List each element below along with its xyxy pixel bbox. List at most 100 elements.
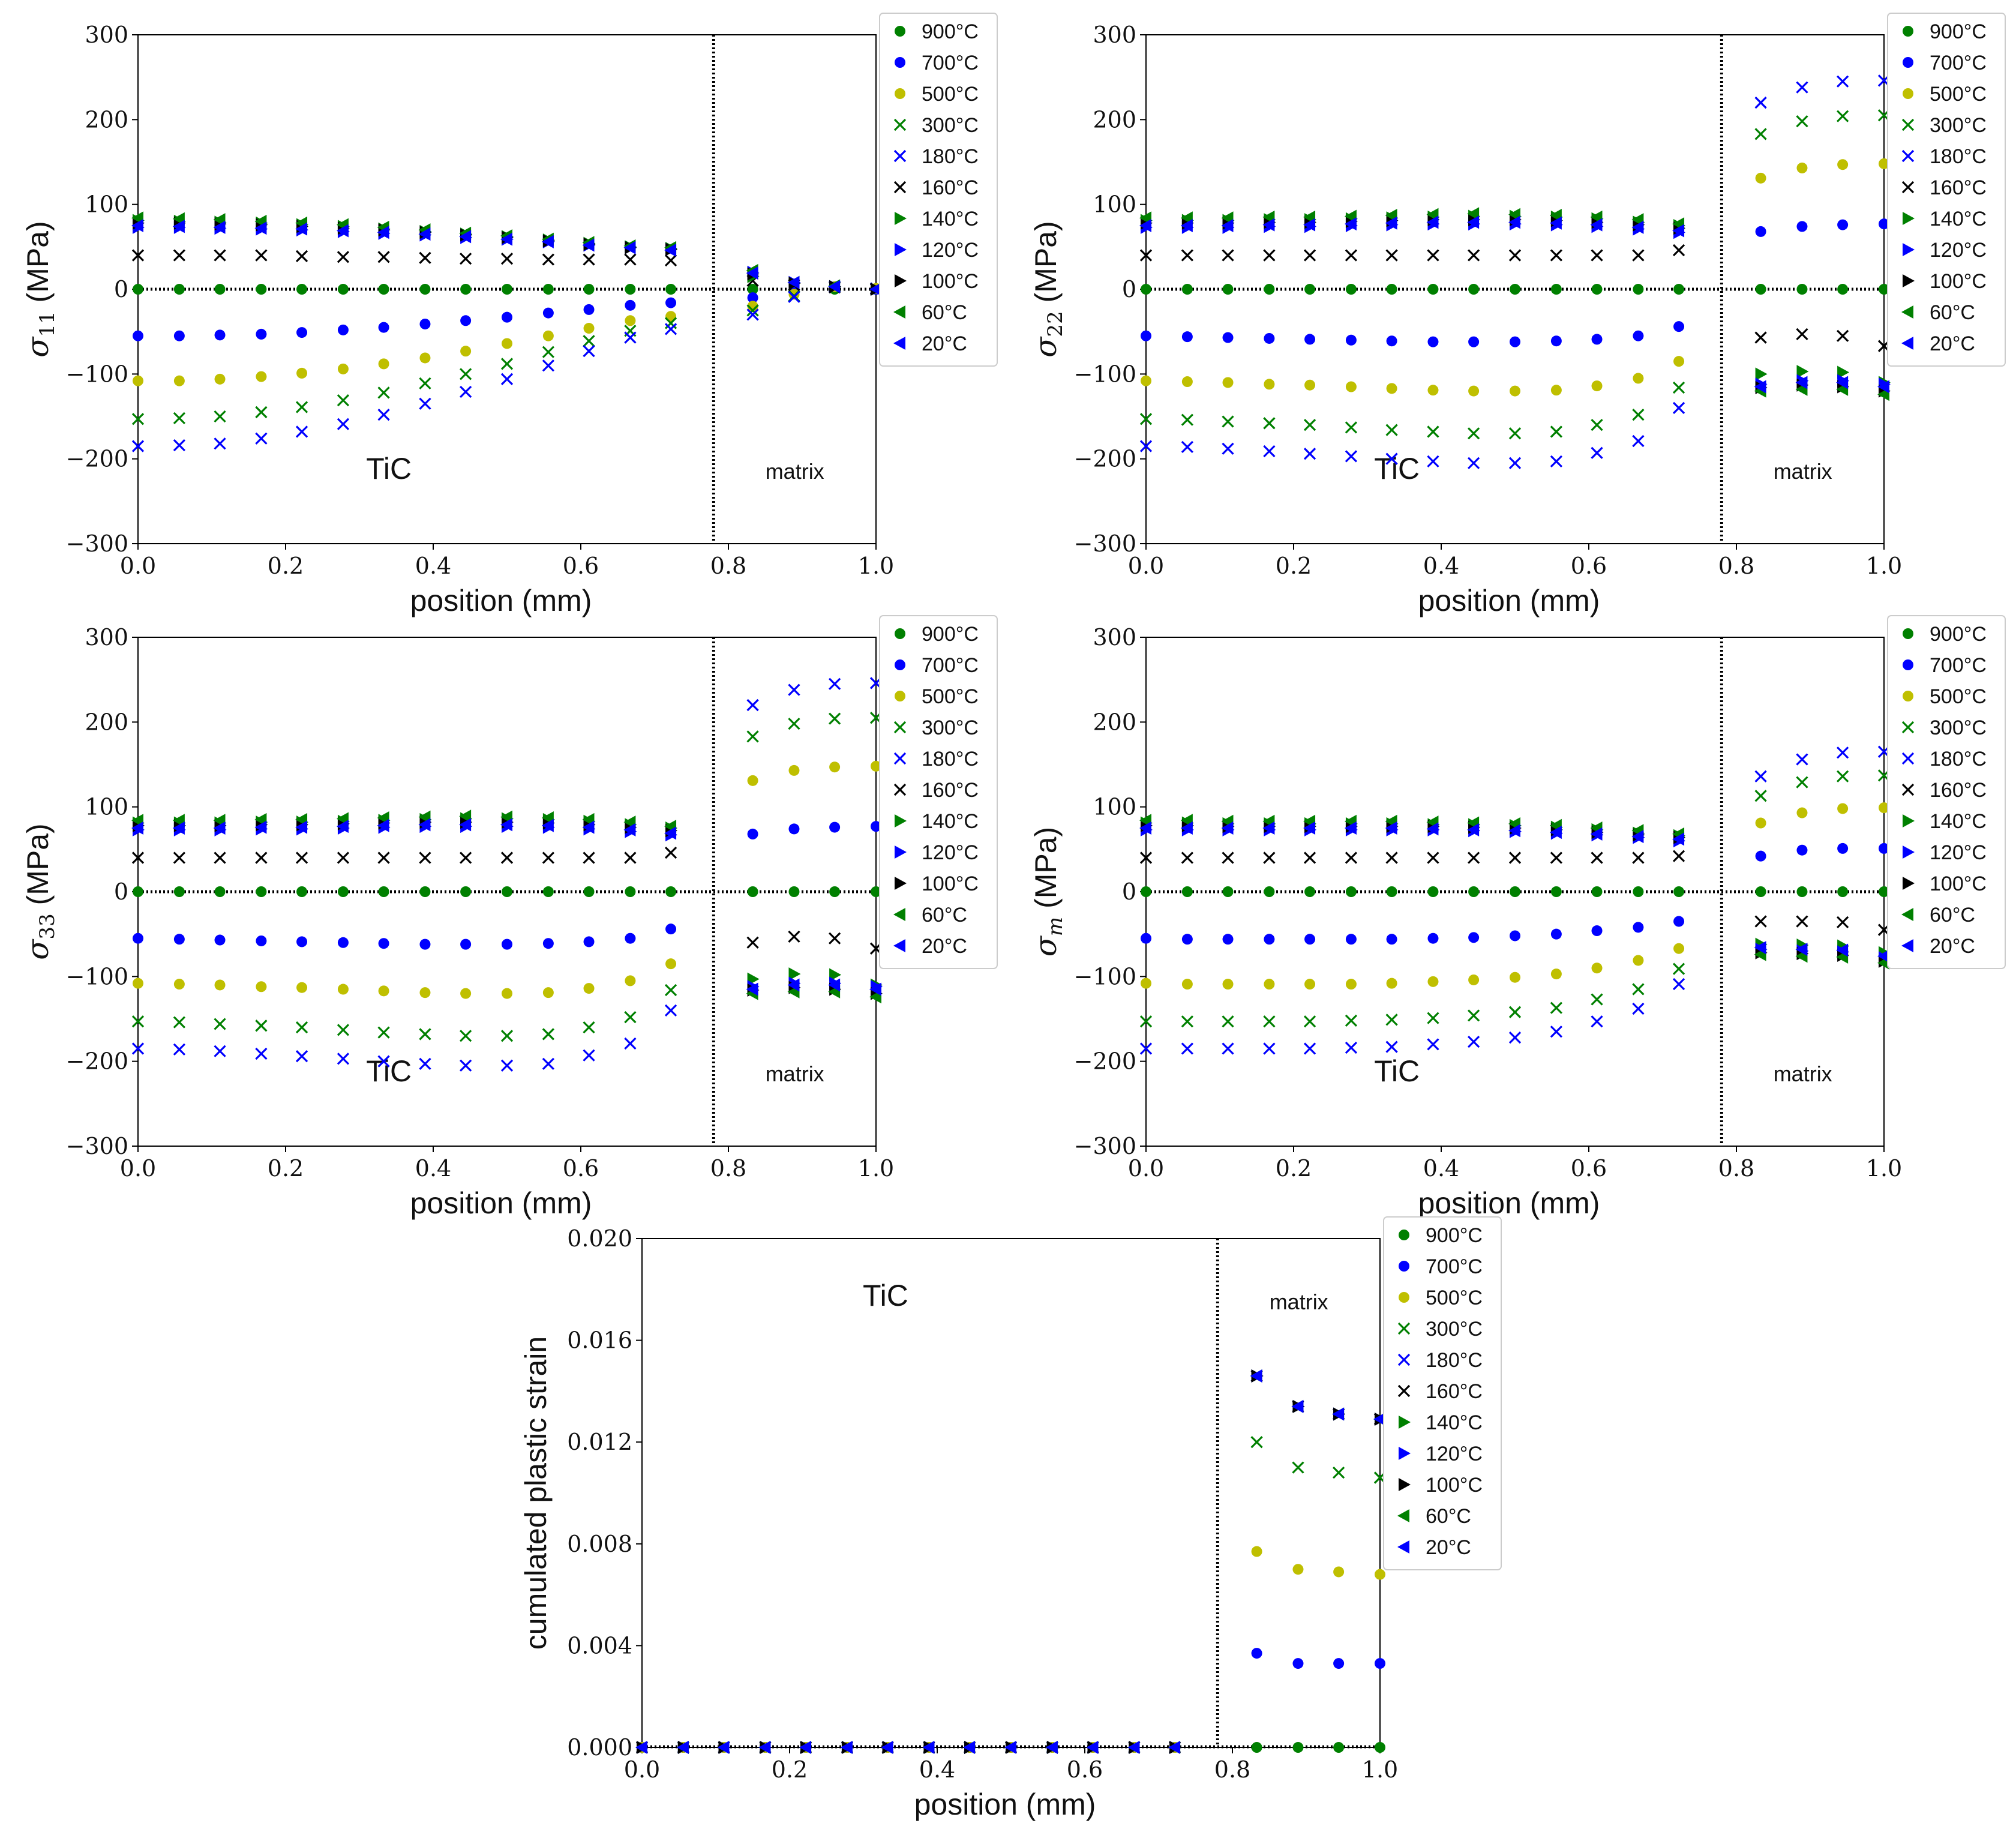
data-point [500,818,512,832]
legend-label: 900°C [922,20,979,43]
series-120C [133,820,883,994]
x-tick-label: 0.4 [1423,1155,1459,1182]
data-point [1755,850,1766,862]
data-point [787,275,800,289]
data-point [1344,217,1357,231]
data-point [1837,219,1849,230]
data-point [337,937,349,948]
data-point [1591,963,1603,974]
legend-label: 300°C [1426,1318,1483,1341]
data-point [256,886,267,897]
data-point [1385,216,1397,230]
data-point [664,323,677,335]
data-point [1467,427,1480,440]
data-point [1222,1042,1234,1055]
data-point [788,290,800,303]
data-point [254,820,267,834]
data-point [583,983,595,994]
data-point [459,1059,472,1072]
data-point [1181,331,1193,343]
data-point [799,1741,812,1754]
data-point [746,308,759,321]
data-point [1673,943,1685,954]
data-point [1796,915,1808,928]
series-20C [131,219,881,296]
series-900C [1141,886,1889,897]
y-tick-label: 300 [85,22,128,48]
data-point [1836,75,1849,88]
data-point [1139,851,1153,864]
y-tick-label: 0.000 [567,1734,632,1761]
data-point [1427,425,1439,438]
data-point [1754,915,1767,928]
x-tick-label: 0.8 [710,553,746,579]
data-point [665,924,677,935]
x-tick-label: 0.6 [1067,1756,1103,1783]
data-point [1837,842,1849,854]
x-tick-label: 0.4 [415,553,451,579]
y-tick-label: 100 [1093,794,1136,820]
data-point [1754,770,1767,782]
data-point [459,252,472,265]
data-point [1292,1742,1304,1753]
data-point [746,266,758,280]
data-point [1796,776,1808,788]
legend-label: 60°C [1426,1505,1471,1528]
y-tick-label: −100 [1074,361,1136,387]
data-point [419,352,431,364]
data-point [1251,1648,1262,1659]
legend-label: 180°C [1426,1349,1483,1372]
data-point [1139,440,1153,452]
data-point [255,249,268,262]
data-point [500,373,514,385]
data-point [1345,450,1358,463]
data-point [746,936,759,949]
data-point [1508,215,1520,229]
data-point [1222,979,1234,990]
data-point [1139,413,1153,425]
data-point [337,251,350,263]
legend-label: 20°C [1930,935,1975,958]
data-point [676,1741,689,1754]
data-point [542,284,554,295]
series-100C [637,1369,1387,1754]
data-point [295,425,308,438]
legend-label: 500°C [922,83,979,106]
legend-label: 500°C [922,685,979,708]
data-point [1632,851,1645,864]
data-point [214,886,226,897]
data-point [1672,963,1685,975]
y-tick-label: 0.008 [567,1531,632,1557]
data-point [1836,770,1849,782]
data-point [828,280,841,293]
data-point [1836,376,1849,389]
data-point [1672,850,1685,862]
data-point [419,251,431,264]
data-point [1796,365,1809,379]
data-point [1292,1658,1304,1669]
data-point [1796,115,1808,128]
data-point [1426,215,1439,229]
data-point [788,683,800,696]
panel-sigma22: 0.0 0.2 0.4 0.6 0.8 1.0 −300 −200 −100 0 100 200 300… [1028,13,2006,617]
data-point [1672,832,1685,846]
legend-marker [1903,212,1915,225]
data-point [255,1020,268,1032]
series-500C [1141,802,1889,990]
data-point [664,846,677,859]
data-point [295,401,308,413]
data-point [1333,1566,1345,1578]
data-point [963,1741,976,1754]
data-point [1673,321,1685,332]
data-point [1591,284,1603,295]
legend-label: 140°C [1426,1411,1483,1434]
data-point [1672,978,1685,991]
x-tick-label: 0.8 [1214,1756,1250,1783]
data-point [1264,332,1275,344]
legend-marker [1903,88,1913,99]
data-point [1304,886,1316,897]
data-point [1591,419,1603,431]
data-point [460,988,472,999]
data-point [542,359,555,372]
data-point [1550,886,1562,897]
